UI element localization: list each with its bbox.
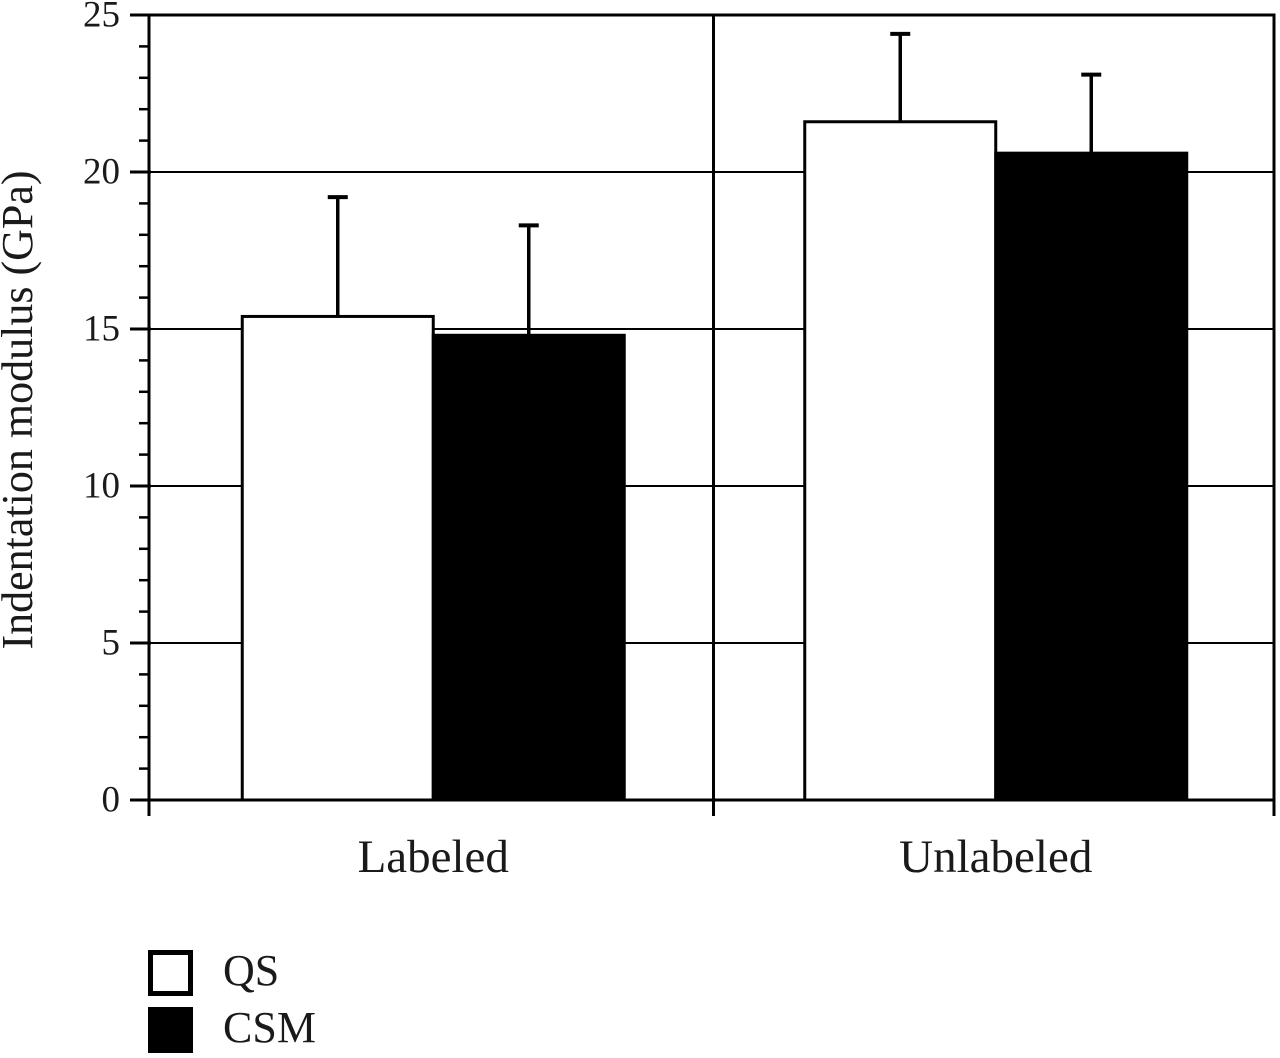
y-tick-label-20: 20 (83, 152, 120, 193)
legend-item-csm: CSM (148, 1003, 316, 1053)
y-tick-label-10: 10 (83, 466, 120, 507)
plot-frame (147, 13, 1276, 802)
category-label-labeled: Labeled (358, 831, 509, 883)
legend-label-qs: QS (223, 946, 280, 995)
y-tick-label-5: 5 (102, 623, 121, 664)
bar-csm-unlabeled (994, 151, 1189, 802)
bar-qs-unlabeled (803, 120, 998, 802)
bar-qs-labeled (240, 314, 435, 802)
legend-item-qs: QS (148, 946, 316, 996)
y-tick-label-15: 15 (83, 309, 120, 350)
y-tick-label-0: 0 (102, 780, 121, 821)
bar-csm-labeled (431, 333, 626, 802)
legend-label-csm: CSM (223, 1003, 316, 1052)
y-axis-title: Indentation modulus (GPa) (0, 170, 42, 649)
legend: QS CSM (148, 946, 316, 1053)
category-label-unlabeled: Unlabeled (899, 831, 1092, 883)
csm-series-swatch (148, 1007, 193, 1053)
y-tick-label-25: 25 (83, 0, 120, 36)
qs-series-swatch (148, 950, 193, 996)
